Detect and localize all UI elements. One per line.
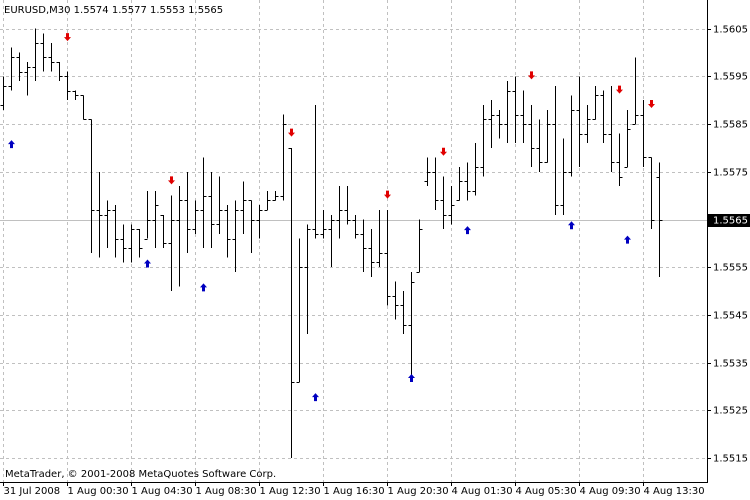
arrow-down (648, 99, 655, 108)
y-tick-label: 1.5575 (713, 168, 748, 179)
y-tick-label: 1.5595 (713, 72, 748, 83)
x-tick-label: 1 Aug 20:30 (388, 486, 449, 497)
x-tick-label: 4 Aug 09:30 (580, 486, 641, 497)
arrow-up (568, 221, 575, 230)
arrow-up (8, 140, 15, 149)
arrow-down (288, 128, 295, 137)
arrow-up (144, 259, 151, 268)
y-tick-label: 1.5545 (713, 311, 748, 322)
arrow-down (528, 71, 535, 80)
arrow-up (200, 283, 207, 292)
x-tick-label: 31 Jul 2008 (4, 486, 61, 497)
current-price-box (708, 214, 750, 227)
x-tick-label: 1 Aug 08:30 (196, 486, 257, 497)
arrow-up (408, 374, 415, 383)
arrow-up (464, 226, 471, 235)
arrow-down (64, 33, 71, 42)
y-tick-label: 1.5535 (713, 359, 748, 370)
arrow-up (624, 235, 631, 244)
y-tick-label: 1.5515 (713, 454, 748, 465)
arrow-down (440, 147, 447, 156)
x-tick-label: 1 Aug 12:30 (260, 486, 321, 497)
chart-title: EURUSD,M30 1.5574 1.5577 1.5553 1.5565 (4, 5, 223, 16)
x-tick-label: 1 Aug 16:30 (324, 486, 385, 497)
x-tick-label: 4 Aug 05:30 (516, 486, 577, 497)
current-price-label: 1.5565 (713, 216, 748, 227)
arrow-down (616, 85, 623, 94)
y-tick-label: 1.5605 (713, 25, 748, 36)
arrow-down (168, 176, 175, 185)
x-tick-label: 4 Aug 01:30 (452, 486, 513, 497)
y-tick-label: 1.5585 (713, 120, 748, 131)
x-tick-label: 1 Aug 04:30 (132, 486, 193, 497)
y-tick-label: 1.5555 (713, 263, 748, 274)
arrow-up (312, 393, 319, 402)
x-tick-label: 1 Aug 00:30 (68, 486, 129, 497)
arrow-down (384, 190, 391, 199)
y-tick-label: 1.5525 (713, 406, 748, 417)
footer: MetaTrader, © 2001-2008 MetaQuotes Softw… (5, 469, 276, 480)
x-tick-label: 4 Aug 13:30 (644, 486, 705, 497)
